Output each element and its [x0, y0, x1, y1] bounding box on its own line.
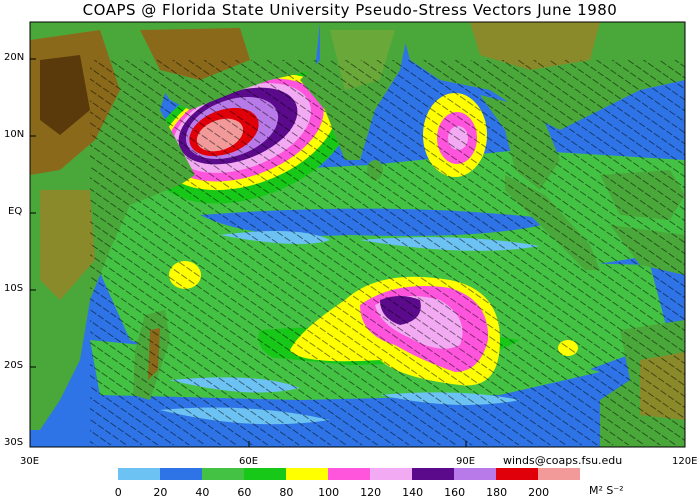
colorbar-tick-label: 120: [360, 486, 382, 499]
lat-label-10s: 10S: [4, 283, 24, 294]
lat-label-eq: EQ: [8, 206, 23, 217]
colorbar-swatch: [244, 468, 286, 480]
lat-label-20n: 20N: [4, 52, 25, 63]
colorbar-tick-label: 140: [402, 486, 424, 499]
colorbar-tick-label: 60: [237, 486, 252, 499]
colorbar-swatch: [412, 468, 454, 480]
lat-label-30s: 30S: [4, 437, 24, 448]
colorbar: [118, 468, 580, 480]
axis-ticks: [30, 58, 467, 447]
pseudo-stress-vectors: [90, 60, 685, 445]
colorbar-swatch: [496, 468, 538, 480]
colorbar-swatch: [160, 468, 202, 480]
colorbar-swatch: [538, 468, 580, 480]
lon-label-90e: 90E: [456, 456, 476, 467]
lon-label-120e: 120E: [672, 456, 698, 467]
colorbar-swatch: [118, 468, 160, 480]
colorbar-tick-label: 0: [114, 486, 122, 499]
lat-label-20s: 20S: [4, 360, 24, 371]
colorbar-units: M² S⁻²: [589, 484, 624, 497]
colorbar-tick-label: 40: [195, 486, 210, 499]
colorbar-tick-label: 100: [318, 486, 340, 499]
colorbar-swatch: [202, 468, 244, 480]
lat-label-10n: 10N: [4, 129, 25, 140]
colorbar-swatch: [454, 468, 496, 480]
map-title: COAPS @ Florida State University Pseudo-…: [82, 1, 618, 19]
map-frame: [29, 21, 686, 448]
colorbar-tick-label: 200: [528, 486, 550, 499]
colorbar-swatch: [370, 468, 412, 480]
colorbar-tick-label: 20: [153, 486, 168, 499]
lon-label-30e: 30E: [20, 456, 40, 467]
colorbar-swatch: [328, 468, 370, 480]
colorbar-tick-label: 80: [279, 486, 294, 499]
colorbar-swatch: [286, 468, 328, 480]
colorbar-tick-label: 180: [486, 486, 508, 499]
colorbar-tick-label: 160: [444, 486, 466, 499]
lon-label-60e: 60E: [239, 456, 259, 467]
credit-email: winds@coaps.fsu.edu: [503, 454, 623, 467]
